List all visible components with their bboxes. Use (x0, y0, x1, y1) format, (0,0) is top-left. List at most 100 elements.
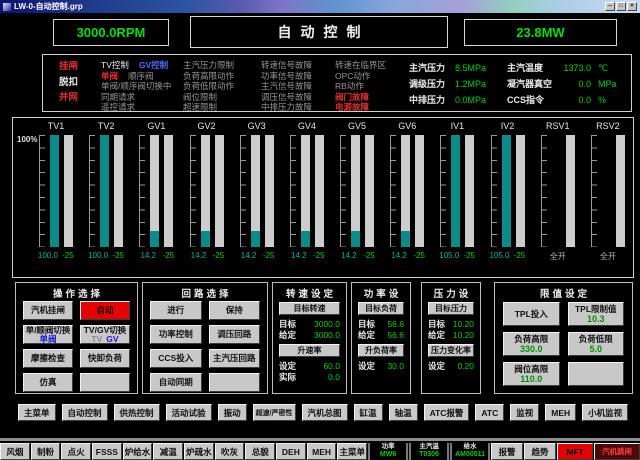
setter-rate-button[interactable]: 升负荷率 (358, 344, 404, 357)
limit-button[interactable]: 负荷高限 330.0 (503, 332, 560, 356)
loop-button[interactable]: 保持 (208, 301, 260, 320)
nav-button[interactable]: MEH (545, 404, 577, 421)
operation-button[interactable]: 单/顺阀切换 单阀 (23, 325, 73, 344)
setter-value: 10.20 (452, 330, 474, 340)
loop-button[interactable]: 进行 (150, 301, 202, 320)
nav-button[interactable]: 振动 (217, 404, 247, 421)
operation-button[interactable] (80, 373, 130, 392)
setter-value: 3000.0 (314, 330, 340, 340)
setter-rate-button[interactable]: 压力变化率 (428, 344, 474, 357)
limit-button[interactable]: TPL限制值 10.3 (567, 302, 624, 326)
nav-button[interactable]: 小机监视 (582, 404, 629, 421)
taskbar-button[interactable]: 炉给水 (122, 443, 153, 460)
setter-target-button[interactable]: 目标压力 (428, 302, 474, 315)
signal-fault-status: 功率信号故障 (261, 70, 313, 81)
limit-button[interactable]: 阀位高限 110.0 (503, 362, 560, 386)
nav-button[interactable]: 监视 (510, 404, 540, 421)
operation-button[interactable]: TV/GV切换 TV GV (80, 325, 130, 344)
nav-button[interactable]: 缸温 (353, 404, 383, 421)
taskbar-button[interactable]: 减温 (153, 443, 184, 460)
nav-button[interactable]: ATC (475, 404, 505, 421)
close-button[interactable]: ✕ (627, 2, 637, 11)
loop-button[interactable] (208, 373, 260, 392)
reading-label: 主汽压力 (409, 63, 446, 73)
alarm-button[interactable]: 汽机跳闸 (594, 443, 640, 460)
taskbar-view-button[interactable]: 趋势 (524, 443, 557, 460)
setter-target-button[interactable]: 目标负荷 (358, 302, 404, 315)
valve-bar-groups: TV1 100.0 -25 TV2 100.0 -25 GV1 14.2 -25 GV2 14.2-… (36, 121, 628, 275)
operation-button[interactable]: 自动 (80, 301, 130, 320)
bar-tick-scale (340, 135, 347, 247)
nav-button[interactable]: 汽机总图 (301, 404, 348, 421)
taskbar-button[interactable]: 炉疏水 (184, 443, 214, 460)
reference-bar (515, 135, 525, 247)
limit-button[interactable] (567, 362, 624, 386)
nav-button[interactable]: 供热控制 (113, 404, 160, 421)
loop-button[interactable]: 自动同期 (150, 373, 202, 392)
setter-panel: 转速设定 目标转速 目标 3000.0 给定 3000.0 升速率 设定 60.0 实际 0.0 (272, 282, 347, 394)
speed-value: 3000.0RPM (76, 25, 146, 40)
taskbar-button[interactable]: MEH (306, 443, 337, 460)
breaker-status-column: 挂闸 脱扣 并网 (59, 59, 78, 106)
setter-value: 0.0 (328, 372, 340, 382)
taskbar-button[interactable]: 总貌 (245, 443, 276, 460)
nav-button[interactable]: 活动试验 (165, 404, 212, 421)
alarm-button[interactable]: MFT (557, 443, 594, 460)
bar-tick-scale (89, 135, 96, 247)
limit-value: 110.0 (520, 374, 543, 384)
cell-label: 主汽温 (419, 443, 439, 450)
control-mode-label: 单阀/顺序阀切换中 (101, 81, 172, 91)
nav-button[interactable]: 轴温 (388, 404, 418, 421)
valve-label: GV5 (348, 121, 367, 131)
valve-bar-group: IV1 105.0 -25 (437, 121, 477, 275)
valve-bar-group: GV5 14.2 -25 (337, 121, 377, 275)
loop-button[interactable]: 功率控制 (150, 325, 202, 344)
operation-button[interactable]: 仿真 (23, 373, 73, 392)
taskbar-view-button[interactable]: 报警 (491, 443, 524, 460)
valve-bar-group: GV2 14.2 -25 (187, 121, 227, 275)
taskbar-button[interactable]: FSSS (92, 443, 122, 460)
loop-button[interactable]: 主汽压回路 (208, 349, 260, 368)
valve-label: GV1 (147, 121, 166, 131)
valve-position-bar (300, 135, 310, 247)
setter-value: 56.6 (387, 330, 404, 340)
limit-button[interactable]: TPL投入 (503, 302, 560, 326)
loop-button[interactable]: 调压回路 (208, 325, 260, 344)
loop-select-panel: 回路选择 进行 保持 功率控制 调压回路 CCS投入 主汽压回路 自动同期 (142, 282, 268, 394)
reading-value: 0.0 (578, 95, 591, 105)
nav-button[interactable]: ATC报警 (423, 404, 470, 421)
setter-target-button[interactable]: 目标转速 (279, 302, 340, 315)
minimize-button[interactable]: ─ (605, 2, 615, 11)
control-mode-row: 遥控请求 (101, 102, 171, 113)
setter-value-row: 目标 10.20 (428, 319, 474, 330)
taskbar-button[interactable]: 点火 (61, 443, 92, 460)
maximize-button[interactable]: □ (616, 2, 626, 11)
nav-button[interactable]: 自动控制 (61, 404, 108, 421)
setter-label: 设定 (358, 361, 376, 371)
nav-button[interactable]: 超速/严密性 (252, 404, 296, 421)
taskbar-button[interactable]: 主菜单 (337, 443, 368, 460)
valve-position-bar (100, 135, 110, 247)
valve-reading: -25 (363, 251, 375, 260)
setter-label: 设定 (279, 361, 297, 371)
valve-position-bar (401, 135, 411, 247)
valve-reading: -25 (463, 251, 476, 260)
pressure-readings-column: 主汽压力 8.5MPa 调级压力 1.2MPa 中排压力 0.0MPa (409, 60, 486, 108)
taskbar-button[interactable]: DEH (276, 443, 306, 460)
taskbar-button[interactable]: 风烟 (0, 443, 30, 460)
valve-reading: 105.0 (489, 251, 510, 260)
control-mode-label: 顺序阀 (128, 70, 154, 81)
taskbar-button[interactable]: 制粉 (30, 443, 61, 460)
limit-button[interactable]: 负荷低限 5.0 (567, 332, 624, 356)
reading-unit: MPa (598, 79, 617, 89)
valve-reading: -25 (312, 251, 325, 260)
taskbar-button[interactable]: 吹灰 (214, 443, 245, 460)
nav-button[interactable]: 主菜单 (18, 404, 56, 421)
operation-button[interactable]: 汽机挂闸 (23, 301, 73, 320)
window-titlebar[interactable]: LW-0-自动控制.grp ─ □ ✕ (0, 0, 640, 13)
operation-button[interactable]: 摩擦检查 (23, 349, 73, 368)
operation-button[interactable]: 快卸负荷 (80, 349, 130, 368)
loop-button[interactable]: CCS投入 (150, 349, 202, 368)
setter-rate-button[interactable]: 升速率 (279, 344, 340, 357)
